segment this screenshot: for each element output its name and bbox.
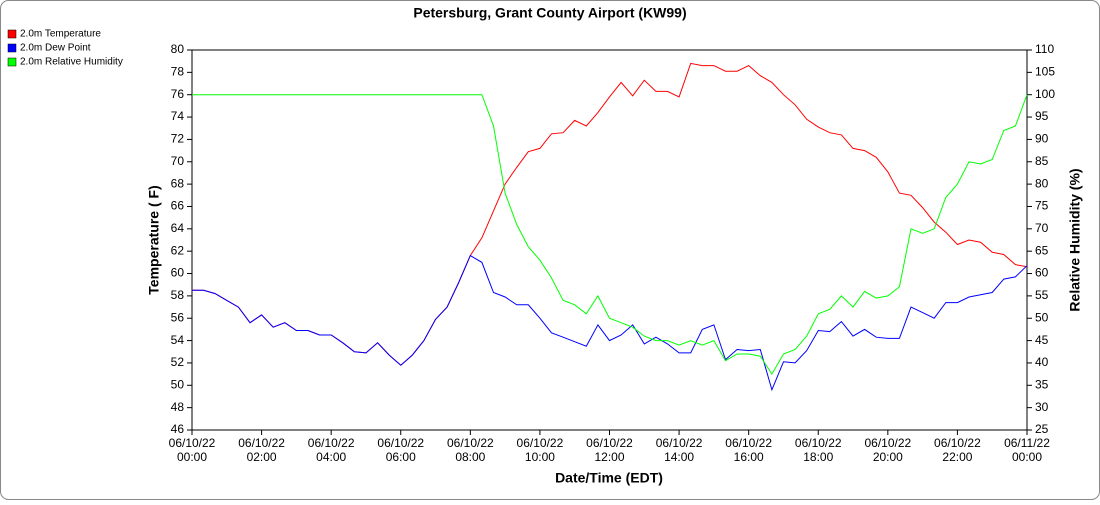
- y2-tick-label: 100: [1035, 87, 1055, 101]
- y2-tick-label: 65: [1035, 243, 1049, 257]
- y-tick-label: 80: [171, 42, 185, 56]
- y-tick-label: 64: [171, 221, 185, 235]
- x-tick-label: 06/10/22: [447, 436, 494, 450]
- x-tick-label: 14:00: [664, 450, 694, 464]
- y2-tick-label: 85: [1035, 154, 1049, 168]
- x-tick-label: 06/10/22: [517, 436, 564, 450]
- x-tick-label: 08:00: [455, 450, 485, 464]
- y-tick-label: 66: [171, 199, 185, 213]
- x-tick-label: 00:00: [177, 450, 207, 464]
- y2-tick-label: 80: [1035, 176, 1049, 190]
- y2-tick-label: 95: [1035, 109, 1049, 123]
- y-tick-label: 54: [171, 333, 185, 347]
- x-tick-label: 06/10/22: [725, 436, 772, 450]
- y2-tick-label: 110: [1035, 42, 1054, 56]
- y2-tick-label: 60: [1035, 266, 1049, 280]
- x-tick-label: 16:00: [734, 450, 764, 464]
- y2-tick-label: 25: [1035, 422, 1049, 436]
- legend-label: 2.0m Dew Point: [20, 43, 91, 54]
- x-tick-label: 22:00: [942, 450, 972, 464]
- x-tick-label: 06/10/22: [864, 436, 911, 450]
- y-tick-label: 52: [171, 355, 185, 369]
- x-axis-title: Date/Time (EDT): [555, 470, 663, 486]
- x-tick-label: 06/10/22: [656, 436, 703, 450]
- legend-swatch: [7, 57, 17, 67]
- legend-swatch: [7, 43, 17, 53]
- y-tick-label: 56: [171, 310, 185, 324]
- x-tick-label: 06:00: [386, 450, 416, 464]
- y2-tick-label: 90: [1035, 132, 1049, 146]
- x-tick-label: 20:00: [873, 450, 903, 464]
- y2-tick-label: 70: [1035, 221, 1049, 235]
- y-axis-title: Temperature ( F): [146, 185, 162, 294]
- series-line: [192, 254, 1028, 392]
- x-tick-label: 06/10/22: [586, 436, 633, 450]
- y2-tick-label: 105: [1035, 65, 1055, 79]
- x-tick-label: 12:00: [594, 450, 624, 464]
- x-tick-label: 06/10/22: [238, 436, 285, 450]
- y2-tick-label: 40: [1035, 355, 1049, 369]
- legend-label: 2.0m Relative Humidity: [20, 57, 123, 68]
- series-line: [192, 94, 1028, 376]
- y-tick-label: 62: [171, 243, 185, 257]
- x-tick-label: 18:00: [803, 450, 833, 464]
- y-tick-label: 50: [171, 377, 185, 391]
- y2-tick-label: 35: [1035, 377, 1049, 391]
- y-tick-label: 48: [171, 400, 185, 414]
- y-tick-label: 74: [171, 109, 185, 123]
- legend-swatch: [7, 29, 17, 39]
- chart-title: Petersburg, Grant County Airport (KW99): [413, 5, 686, 21]
- x-tick-label: 06/10/22: [934, 436, 981, 450]
- y-tick-label: 70: [171, 154, 185, 168]
- y2-tick-label: 55: [1035, 288, 1049, 302]
- x-tick-label: 06/11/22: [1004, 436, 1050, 450]
- x-tick-label: 06/10/22: [377, 436, 424, 450]
- x-tick-label: 00:00: [1012, 450, 1042, 464]
- x-tick-label: 02:00: [247, 450, 277, 464]
- legend-label: 2.0m Temperature: [20, 29, 101, 40]
- x-tick-label: 06/10/22: [795, 436, 842, 450]
- y-tick-label: 76: [171, 87, 185, 101]
- x-tick-label: 10:00: [525, 450, 555, 464]
- x-tick-label: 04:00: [316, 450, 346, 464]
- y2-tick-label: 75: [1035, 199, 1049, 213]
- y-tick-label: 68: [171, 176, 185, 190]
- x-tick-label: 06/10/22: [308, 436, 355, 450]
- y-tick-label: 46: [171, 422, 185, 436]
- y2-tick-label: 45: [1035, 333, 1049, 347]
- y-tick-label: 72: [171, 132, 185, 146]
- x-tick-label: 06/10/22: [169, 436, 216, 450]
- y2-axis-title: Relative Humidity (%): [1067, 168, 1083, 311]
- y-tick-label: 78: [171, 65, 185, 79]
- y-tick-label: 58: [171, 288, 185, 302]
- y-tick-label: 60: [171, 266, 185, 280]
- y2-tick-label: 50: [1035, 310, 1049, 324]
- y2-tick-label: 30: [1035, 400, 1049, 414]
